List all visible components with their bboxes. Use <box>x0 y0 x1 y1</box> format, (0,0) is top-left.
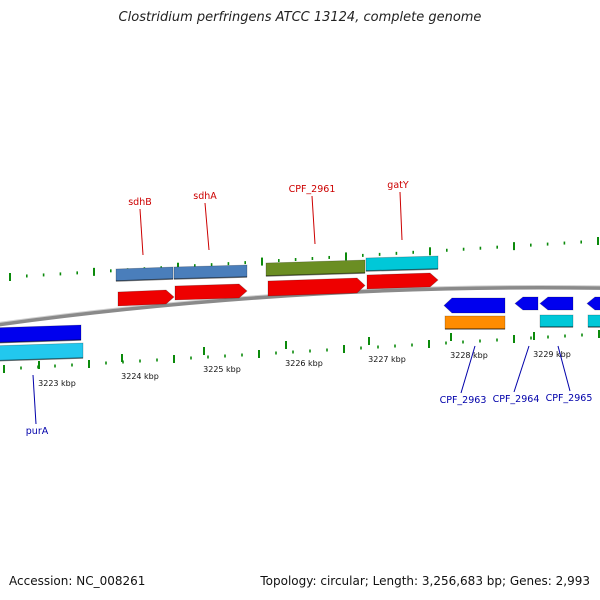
kbp-tick-label: 3225 kbp <box>203 365 241 374</box>
feature-labels: 3223 kbp 3224 kbp 3225 kbp 3226 kbp 3227 kbp… <box>26 180 593 437</box>
sdhA-gene-arrow <box>174 283 248 301</box>
purA-gene-block <box>0 342 84 362</box>
CPF_2965-block <box>539 296 574 311</box>
tick-marks <box>3 237 600 373</box>
sdhB-block <box>115 266 174 282</box>
kbp-tick-label: 3224 kbp <box>121 372 159 381</box>
feature-label: CPF_2961 <box>289 184 336 195</box>
feature-label: sdhB <box>128 197 152 208</box>
feature-blocks <box>0 255 600 362</box>
CPF_2961-block-shadow <box>265 272 366 277</box>
CPF_2961-block <box>265 259 366 277</box>
CPF_2965-gene-block <box>539 314 574 328</box>
purA-gene-block-shadow <box>0 357 84 362</box>
feature-leader-line <box>32 374 37 425</box>
CPF_2963-gene-block <box>444 315 506 330</box>
purA-block <box>0 324 82 344</box>
feature-label: CPF_2965 <box>546 393 593 404</box>
sdhB-gene-arrow <box>117 289 175 307</box>
feature-leader-line <box>399 191 403 241</box>
feature-leader-line <box>513 345 530 393</box>
sdhA-block-shadow <box>173 276 248 280</box>
feature-label: CPF_2963 <box>440 395 487 406</box>
feature-label: sdhA <box>193 191 217 202</box>
edge-gene-block <box>587 314 600 328</box>
kbp-tick-label: 3229 kbp <box>533 350 571 359</box>
sdhA-block <box>173 264 248 280</box>
edge-block <box>586 296 600 311</box>
sdhB-block-shadow <box>115 278 174 282</box>
feature-label: gatY <box>387 180 409 191</box>
CPF_2963-block <box>443 297 506 314</box>
feature-leader-line <box>557 345 571 392</box>
accession-label: Accession: NC_008261 <box>9 574 146 588</box>
feature-label: purA <box>26 426 49 437</box>
CPF_2964-block <box>514 296 539 311</box>
gatY-block-shadow <box>365 268 439 272</box>
genome-summary: Topology: circular; Length: 3,256,683 bp… <box>260 574 590 588</box>
feature-label: CPF_2964 <box>493 394 540 405</box>
gatY-block <box>365 255 439 272</box>
purA-block-shadow <box>0 339 82 344</box>
kbp-tick-label: 3227 kbp <box>368 355 406 364</box>
map-title: Clostridium perfringens ATCC 13124, comp… <box>118 10 482 25</box>
kbp-tick-label: 3226 kbp <box>285 359 323 368</box>
feature-leader-line <box>311 195 316 245</box>
feature-leader-line <box>460 345 476 394</box>
kbp-tick-label: 3223 kbp <box>38 379 76 388</box>
feature-leader-line <box>139 208 144 256</box>
gatY-gene-arrow <box>366 272 439 290</box>
CPF_2961-gene-arrow <box>267 277 366 297</box>
feature-leader-line <box>204 202 210 251</box>
kbp-tick-label: 3228 kbp <box>450 351 488 360</box>
